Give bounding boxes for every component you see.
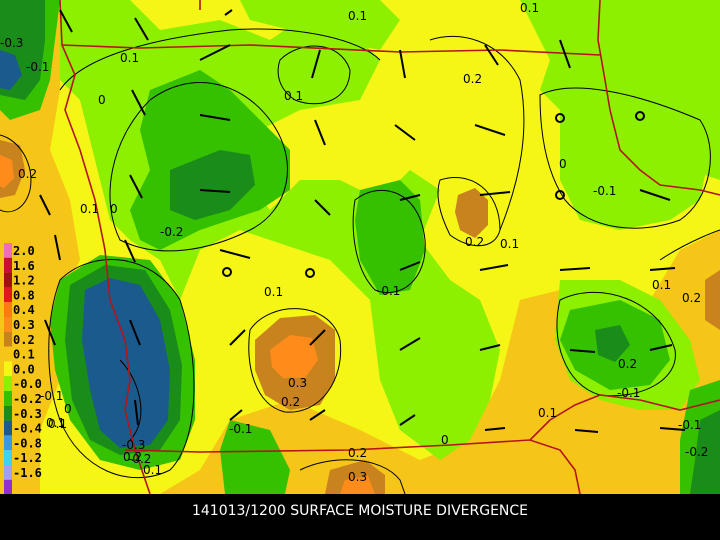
contour-label: 0 xyxy=(441,433,449,447)
contour-label: -0.2 xyxy=(128,452,151,466)
contour-label: -0.2 xyxy=(160,225,183,239)
field-orange-south xyxy=(340,476,375,494)
legend-label: 0.4 xyxy=(13,303,35,317)
state-boundaries xyxy=(59,0,720,494)
field-brown-east-edge xyxy=(705,270,720,330)
legend-swatch xyxy=(4,391,12,406)
legend-label: 1.6 xyxy=(13,259,35,273)
contour-label: 0.2 xyxy=(465,235,484,249)
legend-swatch xyxy=(4,420,12,436)
field-brown-northeast xyxy=(455,188,488,238)
contour-label: 0.3 xyxy=(348,470,367,484)
contour-label: -0.1 xyxy=(40,389,63,403)
wind-barbs xyxy=(39,9,686,433)
field-orange-central xyxy=(270,335,318,378)
field-dark-green-far-southeast xyxy=(690,410,720,494)
legend-swatch xyxy=(4,435,12,451)
field-light-green-north-strip xyxy=(240,0,400,50)
legend-swatch xyxy=(4,272,12,288)
contour-label: 0.2 xyxy=(281,395,300,409)
contour-label: 0.1 xyxy=(500,237,519,251)
contour-label: 0 xyxy=(110,202,118,216)
contour-label: 0.1 xyxy=(652,278,671,292)
legend-swatch xyxy=(4,257,12,273)
legend-label: -0.0 xyxy=(13,377,42,391)
contour-label: 0.3 xyxy=(288,376,307,390)
field-blue-northwest xyxy=(0,50,22,90)
legend-label: -0.4 xyxy=(13,422,42,436)
legend-label: -0.2 xyxy=(13,392,42,406)
contour-label: -0.1 xyxy=(593,184,616,198)
moisture-divergence-map: 0.1 0.1 0.1 0.1 0.2 0.2 0.1 0.1 -0.1 0.1… xyxy=(0,0,720,494)
contour-label: 0.1 xyxy=(538,406,557,420)
legend-label: 0.1 xyxy=(13,348,35,362)
legend-label: -0.8 xyxy=(13,436,42,450)
contour-labels: 0.1 0.1 0.1 0.1 0.2 0.2 0.1 0.1 -0.1 0.1… xyxy=(0,1,708,484)
contour-label: 0.2 xyxy=(123,450,142,464)
field-dark-green-southeast xyxy=(595,325,630,362)
contour-label: 0.2 xyxy=(682,291,701,305)
contour-label: 0.1 xyxy=(46,416,65,430)
legend-label: 0.0 xyxy=(13,362,35,376)
legend-swatch xyxy=(4,405,12,421)
contour-label: 0.1 xyxy=(348,9,367,23)
contour-label: -0.1 xyxy=(617,386,640,400)
contour-label: -0.3 xyxy=(122,438,145,452)
legend-label: 1.2 xyxy=(13,274,35,288)
legend-label: -1.2 xyxy=(13,451,42,465)
contour-label: 0.2 xyxy=(348,446,367,460)
contour-label: 0.1 xyxy=(120,51,139,65)
field-blue-west-core xyxy=(82,278,170,448)
field-dark-green-central-west xyxy=(170,150,255,220)
legend-swatch xyxy=(4,465,12,480)
contour-label: 0.2 xyxy=(18,167,37,181)
contour-label: 0.1 xyxy=(48,417,67,431)
legend-swatch xyxy=(4,376,12,391)
legend-label: 0.8 xyxy=(13,288,35,302)
legend-swatch xyxy=(4,302,12,317)
contour-label: 0.1 xyxy=(284,89,303,103)
legend-swatch xyxy=(4,346,12,362)
contour-label: 0.2 xyxy=(463,72,482,86)
legend-swatch xyxy=(4,361,12,377)
legend-label: -1.6 xyxy=(13,466,42,480)
legend-label: 0.2 xyxy=(13,333,35,347)
contour-label: 0.1 xyxy=(520,1,539,15)
legend-label: 2.0 xyxy=(13,244,35,258)
legend-swatch xyxy=(4,331,12,347)
contour-label: 0.2 xyxy=(618,357,637,371)
field-green-south xyxy=(220,420,290,494)
contour-label: 0.1 xyxy=(80,202,99,216)
contour-lines xyxy=(0,28,720,494)
legend-swatch xyxy=(4,317,12,332)
map-caption: 141013/1200 SURFACE MOISTURE DIVERGENCE xyxy=(0,494,720,540)
legend-swatch xyxy=(4,450,12,465)
contour-label: -0.1 xyxy=(229,422,252,436)
contour-label: -0.3 xyxy=(0,36,23,50)
contour-label: 0 xyxy=(559,157,567,171)
contour-label: -0.1 xyxy=(678,418,701,432)
calm-station-markers xyxy=(222,111,645,278)
legend-swatch xyxy=(4,479,12,494)
legend-swatch xyxy=(4,287,12,303)
legend-label: -0.3 xyxy=(13,407,42,421)
contour-label: -0.2 xyxy=(685,445,708,459)
contour-label: -0.1 xyxy=(26,60,49,74)
legend-swatch xyxy=(4,243,12,258)
legend-label: 0.3 xyxy=(13,318,35,332)
field-orange-west-edge xyxy=(0,155,14,188)
contour-label: 0 xyxy=(98,93,106,107)
contour-label: -0.1 xyxy=(377,284,400,298)
contour-label: 0 xyxy=(64,402,72,416)
contour-label: 0.1 xyxy=(264,285,283,299)
contour-label: 0.1 xyxy=(143,463,162,477)
color-scale-legend: 2.01.61.20.80.40.30.20.10.0-0.0-0.2-0.3-… xyxy=(4,243,42,494)
